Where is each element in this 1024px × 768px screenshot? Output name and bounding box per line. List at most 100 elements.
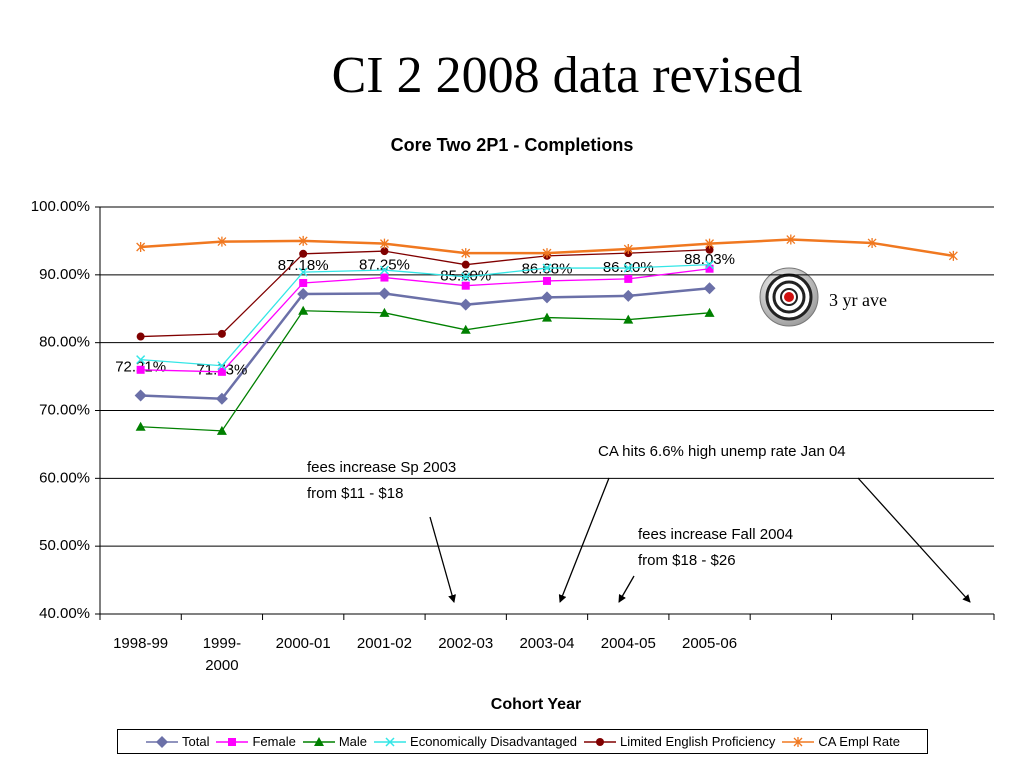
- legend-label: CA Empl Rate: [818, 734, 900, 749]
- marker: [460, 324, 471, 334]
- marker: [299, 249, 308, 258]
- marker: [217, 367, 226, 376]
- series: [136, 234, 958, 261]
- marker: [624, 274, 633, 283]
- x-tick-label: 2003-04: [519, 635, 575, 652]
- legend: Total Female Male Economically Disadvantage…: [117, 729, 928, 754]
- annotation: CA hits 6.6% high unemp rate Jan 04: [598, 443, 846, 460]
- line: [140, 264, 710, 367]
- marker: [298, 235, 308, 246]
- marker: [136, 332, 145, 341]
- marker: [135, 421, 146, 431]
- marker: [299, 278, 308, 287]
- marker: [623, 314, 634, 324]
- line: [140, 310, 710, 432]
- series: [135, 305, 715, 435]
- marker: [541, 291, 553, 304]
- target-icon: [759, 267, 819, 327]
- marker: [622, 289, 635, 302]
- marker: [459, 298, 472, 311]
- marker: [298, 305, 309, 315]
- marker: [298, 267, 308, 277]
- legend-entry: Total: [145, 734, 209, 749]
- legend-entry: Economically Disadvantaged: [373, 734, 577, 749]
- annotation: from $11 - $18: [307, 485, 403, 502]
- x-axis-label: Cohort Year: [491, 696, 581, 713]
- marker: [793, 736, 803, 747]
- data-label: 87.25%: [359, 256, 410, 273]
- legend-entry: Limited English Proficiency: [583, 734, 775, 749]
- x-tick-label: 1999-2000: [202, 635, 242, 674]
- marker: [703, 282, 716, 295]
- line: [140, 286, 710, 401]
- legend-swatch: [782, 736, 815, 747]
- data-label: 87.18%: [278, 257, 329, 274]
- y-tick-label: 70.00%: [39, 401, 90, 418]
- data-label: 88.03%: [684, 251, 735, 268]
- legend-entry: Male: [302, 734, 367, 749]
- legend-entry: Female: [215, 734, 296, 749]
- y-tick-label: 40.00%: [39, 605, 90, 622]
- x-tick-label: 2005-06: [682, 635, 738, 652]
- legend-entry: CA Empl Rate: [781, 734, 900, 749]
- marker: [378, 287, 391, 300]
- y-tick-label: 100.00%: [31, 198, 90, 215]
- marker: [313, 736, 324, 746]
- marker: [461, 248, 471, 259]
- annotation: from $18 - $26: [638, 552, 736, 569]
- marker: [379, 265, 389, 275]
- annotation: 3 yr ave: [829, 290, 887, 310]
- marker: [461, 272, 471, 282]
- marker: [216, 425, 227, 435]
- marker: [948, 250, 958, 261]
- marker: [136, 365, 145, 374]
- x-tick-label: 2004-05: [600, 635, 656, 652]
- legend-swatch: [374, 736, 407, 747]
- arrows: [429, 477, 971, 603]
- annotation: fees increase Sp 2003: [307, 459, 456, 476]
- marker: [228, 737, 237, 746]
- series: [134, 282, 716, 405]
- line: [140, 249, 710, 338]
- y-tick-label: 60.00%: [39, 469, 90, 486]
- marker: [461, 281, 470, 290]
- marker: [623, 263, 633, 273]
- legend-label: Limited English Proficiency: [619, 734, 776, 749]
- legend-label: Total: [182, 734, 210, 749]
- marker: [867, 237, 877, 248]
- y-tick-label: 80.00%: [39, 334, 90, 351]
- marker: [217, 329, 226, 338]
- y-tick-label: 90.00%: [39, 266, 90, 283]
- annotation: fees increase Fall 2004: [638, 526, 793, 543]
- series: [136, 260, 715, 371]
- chart-title: Core Two 2P1 - Completions: [391, 135, 634, 155]
- marker: [461, 260, 470, 269]
- marker: [705, 238, 715, 249]
- marker: [786, 234, 796, 245]
- x-tick-label: 2002-03: [438, 635, 494, 652]
- marker: [380, 273, 389, 282]
- marker: [379, 307, 390, 317]
- marker: [595, 737, 604, 746]
- marker: [542, 263, 552, 273]
- marker: [297, 287, 310, 300]
- marker: [217, 236, 227, 247]
- marker: [134, 389, 147, 402]
- marker: [623, 244, 633, 255]
- legend-label: Female: [252, 734, 296, 749]
- marker: [704, 307, 715, 317]
- marker: [156, 735, 169, 748]
- marker: [542, 248, 552, 259]
- legend-swatch: [583, 737, 616, 746]
- slide-title: CI 2 2008 data revised: [332, 47, 803, 104]
- legend-swatch: [302, 736, 335, 746]
- marker: [380, 247, 389, 256]
- marker: [217, 361, 227, 371]
- x-tick-label: 2000-01: [275, 635, 331, 652]
- marker: [543, 276, 551, 285]
- marker: [385, 736, 395, 747]
- y-tick-label: 50.00%: [39, 537, 90, 554]
- x-tick-label: 1998-99: [113, 635, 169, 652]
